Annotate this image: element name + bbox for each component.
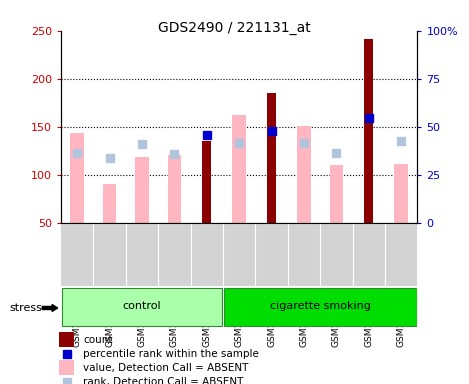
Text: stress: stress <box>9 303 42 313</box>
Text: count: count <box>83 335 113 345</box>
Bar <box>364 40 373 223</box>
Bar <box>103 184 116 223</box>
Text: percentile rank within the sample: percentile rank within the sample <box>83 349 259 359</box>
Text: GDS2490 / 221131_at: GDS2490 / 221131_at <box>158 21 311 35</box>
Bar <box>267 93 276 223</box>
Bar <box>202 141 212 223</box>
Bar <box>167 155 181 223</box>
FancyBboxPatch shape <box>61 288 222 326</box>
Bar <box>70 134 84 223</box>
Bar <box>330 165 343 223</box>
FancyBboxPatch shape <box>224 288 417 326</box>
Bar <box>59 360 75 376</box>
Bar <box>297 126 311 223</box>
Text: control: control <box>123 301 161 311</box>
Bar <box>59 333 75 348</box>
Bar <box>394 164 408 223</box>
Text: rank, Detection Call = ABSENT: rank, Detection Call = ABSENT <box>83 377 243 384</box>
Text: cigarette smoking: cigarette smoking <box>270 301 371 311</box>
Bar <box>135 157 149 223</box>
Text: value, Detection Call = ABSENT: value, Detection Call = ABSENT <box>83 363 249 373</box>
Bar <box>232 115 246 223</box>
